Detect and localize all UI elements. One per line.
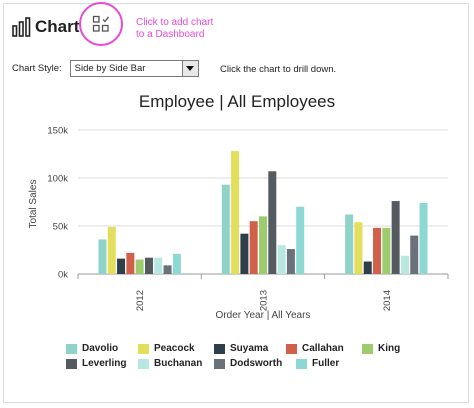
page-title: Chart	[35, 17, 80, 36]
bar-peacock-2013[interactable]	[231, 151, 240, 274]
legend-item-dodsworth[interactable]: Dodsworth	[214, 358, 296, 369]
y-tick-label: 150k	[47, 126, 68, 137]
bar-peacock-2014[interactable]	[354, 222, 363, 274]
legend-label: Fuller	[312, 358, 340, 369]
bar-davolio-2014[interactable]	[345, 214, 354, 274]
bar-peacock-2012[interactable]	[107, 226, 116, 274]
legend-item-fuller[interactable]: Fuller	[296, 358, 366, 369]
y-tick-label: 100k	[47, 174, 68, 185]
bar-fuller-2013[interactable]	[296, 206, 305, 274]
legend-item-callahan[interactable]: Callahan	[286, 343, 362, 354]
bar-king-2012[interactable]	[135, 259, 144, 274]
legend-label: Leverling	[82, 358, 127, 369]
legend-swatch	[66, 358, 77, 369]
bar-buchanan-2012[interactable]	[154, 257, 163, 274]
x-axis-title: Order Year | All Years	[216, 310, 311, 321]
legend-item-king[interactable]: King	[362, 343, 422, 354]
bar-suyama-2012[interactable]	[117, 258, 126, 274]
legend-label: Callahan	[302, 343, 344, 354]
bar-callahan-2012[interactable]	[126, 252, 135, 274]
bar-fuller-2014[interactable]	[419, 202, 428, 274]
legend-label: Suyama	[230, 343, 269, 354]
legend-label: Peacock	[154, 343, 195, 354]
dashboard-add-icon	[92, 15, 110, 32]
legend-label: Davolio	[82, 343, 119, 354]
legend-swatch	[296, 358, 307, 369]
bar-suyama-2013[interactable]	[240, 233, 249, 274]
bar-buchanan-2013[interactable]	[277, 245, 286, 274]
drill-down-hint: Click the chart to drill down.	[220, 64, 337, 75]
chart-style-value: Side by Side Bar	[74, 63, 146, 74]
chart-style-row: Chart Style: Side by Side Bar	[12, 60, 199, 77]
y-tick-label: 50k	[53, 222, 69, 233]
bar-leverling-2013[interactable]	[268, 171, 277, 274]
y-axis-title: Total Sales	[28, 180, 39, 229]
add-to-dashboard-button[interactable]	[79, 2, 123, 46]
bar-leverling-2014[interactable]	[391, 201, 400, 274]
bar-dodsworth-2012[interactable]	[163, 265, 172, 274]
chart-title: Employee | All Employees	[138, 92, 336, 111]
legend-item-peacock[interactable]: Peacock	[138, 343, 214, 354]
chart-style-label: Chart Style:	[12, 63, 62, 74]
bar-dodsworth-2014[interactable]	[410, 235, 419, 274]
x-tick-label: 2013	[259, 290, 270, 311]
bar-king-2013[interactable]	[259, 216, 267, 274]
chart-style-select[interactable]: Side by Side Bar	[69, 60, 199, 77]
legend-row: Davolio Peacock Suyama Callahan King	[66, 341, 446, 356]
header: Chart	[12, 14, 79, 40]
bar-fuller-2012[interactable]	[172, 253, 181, 274]
bar-callahan-2013[interactable]	[249, 221, 258, 274]
bar-king-2014[interactable]	[382, 227, 391, 274]
x-tick-label: 2014	[382, 290, 393, 311]
legend-swatch	[138, 358, 149, 369]
chevron-down-icon[interactable]	[181, 61, 198, 76]
legend-swatch	[214, 343, 225, 354]
legend-item-buchanan[interactable]: Buchanan	[138, 358, 214, 369]
legend-item-suyama[interactable]: Suyama	[214, 343, 286, 354]
bar-davolio-2012[interactable]	[98, 239, 107, 274]
legend-swatch	[66, 343, 77, 354]
legend-row: Leverling Buchanan Dodsworth Fuller	[66, 356, 446, 371]
legend-item-leverling[interactable]: Leverling	[66, 358, 138, 369]
bar-dodsworth-2013[interactable]	[286, 249, 295, 274]
legend-label: King	[378, 343, 401, 354]
bar-suyama-2014[interactable]	[363, 261, 372, 274]
chart-legend: Davolio Peacock Suyama Callahan King Leverlin…	[66, 341, 446, 371]
legend-swatch	[362, 343, 373, 354]
legend-swatch	[138, 343, 149, 354]
x-tick-label: 2012	[135, 290, 146, 311]
legend-item-davolio[interactable]: Davolio	[66, 343, 138, 354]
bar-callahan-2014[interactable]	[373, 227, 382, 274]
legend-label: Buchanan	[154, 358, 203, 369]
y-tick-label: 0k	[58, 270, 68, 281]
legend-label: Dodsworth	[230, 358, 283, 369]
legend-swatch	[214, 358, 225, 369]
dashboard-hint: Click to add chart to a Dashboard	[136, 17, 214, 40]
bar-chart[interactable]: 0k 50k 100k 150k 2012 2013 2014 Order Year | Al…	[0, 0, 474, 340]
legend-swatch	[286, 343, 297, 354]
bar-davolio-2013[interactable]	[221, 184, 230, 274]
bar-buchanan-2014[interactable]	[400, 255, 409, 274]
bar-chart-icon	[12, 17, 31, 37]
bar-leverling-2012[interactable]	[144, 257, 153, 274]
